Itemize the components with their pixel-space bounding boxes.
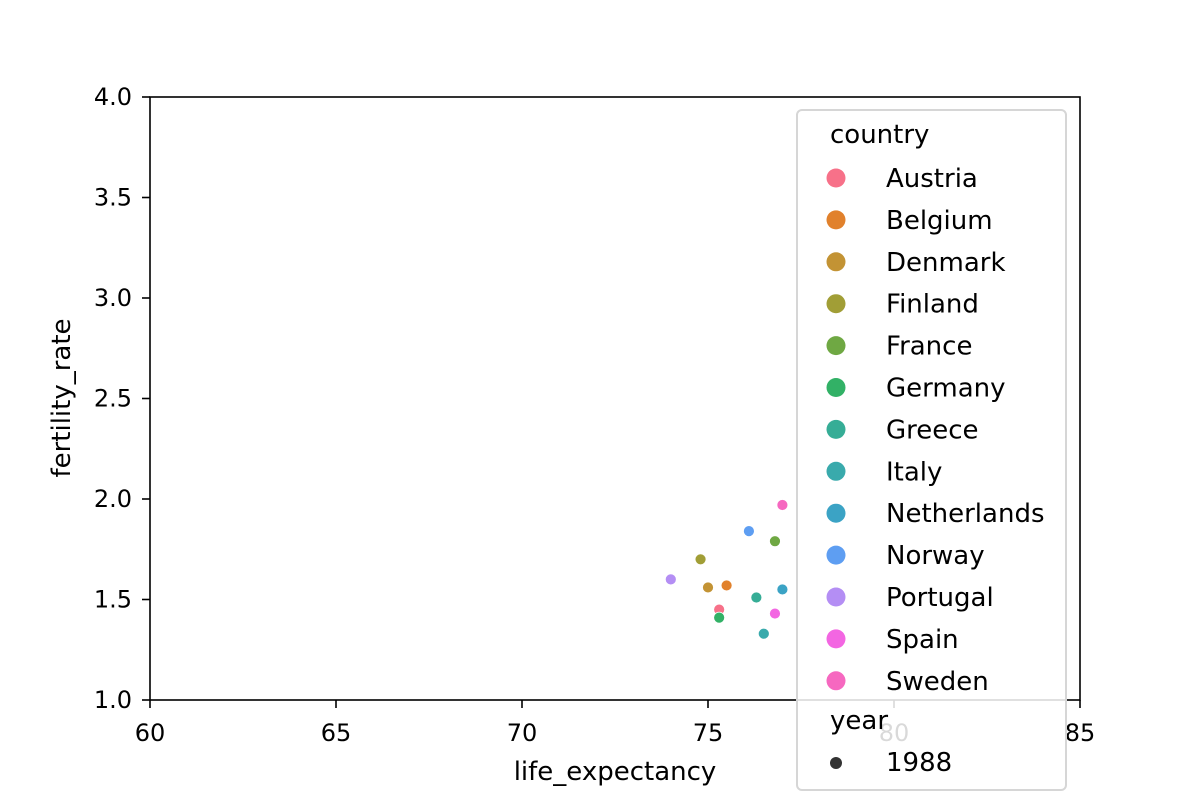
legend-label: Finland — [886, 290, 979, 320]
legend-marker-italy — [826, 461, 846, 481]
legend-label: Germany — [886, 374, 1006, 404]
legend-label: Sweden — [886, 667, 989, 697]
legend-label: Portugal — [886, 583, 994, 613]
data-point-finland — [694, 553, 707, 566]
data-point-belgium — [720, 579, 733, 592]
y-tick-label: 1.5 — [94, 586, 132, 614]
legend-marker-portugal — [826, 587, 846, 607]
data-point-italy — [757, 627, 770, 640]
legend-label: France — [886, 332, 972, 362]
legend-label: Belgium — [886, 206, 993, 236]
legend-size-title: year — [830, 706, 888, 736]
data-points — [664, 499, 789, 640]
legend-marker-belgium — [826, 210, 846, 230]
legend-label: Italy — [886, 457, 942, 487]
legend-marker-norway — [826, 545, 846, 565]
y-axis-label: fertility_rate — [47, 318, 77, 477]
x-tick-label: 75 — [693, 719, 724, 747]
legend-label: Austria — [886, 164, 978, 194]
legend-marker-greece — [826, 419, 846, 439]
legend-hue-title: country — [830, 120, 929, 150]
data-point-denmark — [702, 581, 714, 594]
legend-entries: Austria Belgium Denmark Finland France German… — [826, 164, 1045, 697]
legend-marker-germany — [826, 378, 846, 397]
data-point-portugal — [664, 573, 677, 586]
legend-label: Netherlands — [886, 499, 1045, 529]
data-point-norway — [743, 525, 755, 538]
legend-label: Norway — [886, 541, 985, 571]
y-tick-label: 3.0 — [94, 284, 132, 312]
legend-marker-denmark — [826, 252, 846, 272]
legend-marker-netherlands — [826, 503, 846, 523]
legend-label: Spain — [886, 625, 959, 655]
data-point-germany — [713, 611, 726, 624]
data-point-sweden — [776, 499, 789, 511]
data-point-france — [769, 535, 781, 548]
y-tick-label: 2.5 — [94, 385, 132, 413]
legend-label: Denmark — [886, 248, 1006, 278]
y-tick-label: 3.5 — [94, 184, 132, 212]
legend-size-entry: 1988 — [886, 748, 952, 778]
data-point-greece — [750, 591, 763, 604]
legend-label: Greece — [886, 415, 979, 445]
legend-size-marker — [830, 757, 842, 769]
x-tick-label: 60 — [135, 719, 166, 747]
y-tick-label: 4.0 — [94, 83, 132, 111]
x-axis-label: life_expectancy — [514, 757, 717, 787]
legend-marker-france — [826, 336, 846, 356]
legend-box — [796, 109, 1067, 791]
x-tick-label: 85 — [1065, 719, 1096, 747]
legend-marker-spain — [826, 629, 846, 649]
data-point-spain — [769, 607, 781, 620]
y-tick-label: 1.0 — [94, 686, 132, 714]
legend-marker-sweden — [826, 671, 846, 691]
x-tick-label: 70 — [507, 719, 538, 747]
y-axis-ticks: 1.0 1.5 2.0 2.5 3.0 3.5 4.0 — [94, 83, 150, 714]
data-point-netherlands — [776, 583, 789, 596]
y-tick-label: 2.0 — [94, 485, 132, 513]
legend-marker-austria — [826, 168, 846, 188]
x-tick-label: 65 — [321, 719, 352, 747]
legend-marker-finland — [826, 294, 846, 314]
legend: country Austria Belgium Denmark Finland Fran… — [796, 109, 1067, 791]
